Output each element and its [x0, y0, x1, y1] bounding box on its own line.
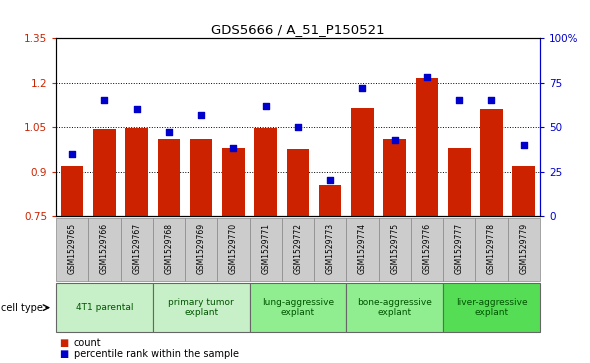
Bar	[61, 166, 83, 216]
Bar	[346, 283, 443, 332]
Text: ■: ■	[59, 349, 68, 359]
Point	[487, 98, 496, 103]
Text: bone-aggressive
explant: bone-aggressive explant	[358, 298, 432, 317]
Bar	[93, 129, 116, 216]
Text: count: count	[74, 338, 101, 348]
Bar	[346, 218, 379, 281]
Bar	[379, 218, 411, 281]
Bar	[153, 218, 185, 281]
Bar	[480, 109, 503, 216]
Bar	[443, 283, 540, 332]
Point	[164, 130, 173, 135]
Point	[422, 74, 432, 80]
Bar	[416, 78, 438, 216]
Bar	[185, 218, 217, 281]
Text: GSM1529769: GSM1529769	[196, 223, 206, 274]
Text: GSM1529772: GSM1529772	[293, 223, 303, 274]
Text: GSM1529771: GSM1529771	[261, 223, 270, 274]
Point	[390, 136, 399, 142]
Bar	[250, 283, 346, 332]
Text: 4T1 parental: 4T1 parental	[76, 303, 133, 312]
Point	[196, 112, 206, 118]
Text: GSM1529778: GSM1529778	[487, 223, 496, 274]
Bar	[190, 139, 212, 216]
Title: GDS5666 / A_51_P150521: GDS5666 / A_51_P150521	[211, 23, 385, 36]
Bar	[222, 148, 245, 216]
Point	[100, 98, 109, 103]
Point	[293, 124, 303, 130]
Bar	[158, 139, 180, 216]
Text: GSM1529765: GSM1529765	[68, 223, 77, 274]
Text: GSM1529770: GSM1529770	[229, 223, 238, 274]
Bar	[126, 128, 148, 216]
Bar	[56, 283, 153, 332]
Point	[132, 106, 142, 112]
Bar	[254, 128, 277, 216]
Bar	[507, 218, 540, 281]
Text: GSM1529766: GSM1529766	[100, 223, 109, 274]
Point	[358, 85, 367, 91]
Text: GSM1529767: GSM1529767	[132, 223, 141, 274]
Bar	[476, 218, 507, 281]
Text: GSM1529775: GSM1529775	[390, 223, 399, 274]
Text: primary tumor
explant: primary tumor explant	[168, 298, 234, 317]
Bar	[287, 149, 309, 216]
Point	[326, 178, 335, 183]
Text: GSM1529779: GSM1529779	[519, 223, 528, 274]
Text: cell type: cell type	[1, 303, 42, 313]
Text: percentile rank within the sample: percentile rank within the sample	[74, 349, 239, 359]
Bar	[513, 166, 535, 216]
Bar	[250, 218, 282, 281]
Bar	[411, 218, 443, 281]
Text: liver-aggressive
explant: liver-aggressive explant	[455, 298, 527, 317]
Bar	[56, 218, 88, 281]
Text: ■: ■	[59, 338, 68, 348]
Text: lung-aggressive
explant: lung-aggressive explant	[262, 298, 334, 317]
Bar	[319, 185, 342, 216]
Bar	[384, 139, 406, 216]
Point	[261, 103, 270, 109]
Bar	[314, 218, 346, 281]
Bar	[88, 218, 120, 281]
Point	[454, 98, 464, 103]
Bar	[448, 148, 470, 216]
Bar	[443, 218, 476, 281]
Text: GSM1529777: GSM1529777	[455, 223, 464, 274]
Bar	[351, 108, 373, 216]
Point	[229, 146, 238, 151]
Bar	[282, 218, 314, 281]
Text: GSM1529776: GSM1529776	[422, 223, 431, 274]
Point	[67, 151, 77, 157]
Text: GSM1529774: GSM1529774	[358, 223, 367, 274]
Point	[519, 142, 529, 148]
Bar	[120, 218, 153, 281]
Bar	[153, 283, 250, 332]
Text: GSM1529773: GSM1529773	[326, 223, 335, 274]
Text: GSM1529768: GSM1529768	[165, 223, 173, 274]
Bar	[217, 218, 250, 281]
